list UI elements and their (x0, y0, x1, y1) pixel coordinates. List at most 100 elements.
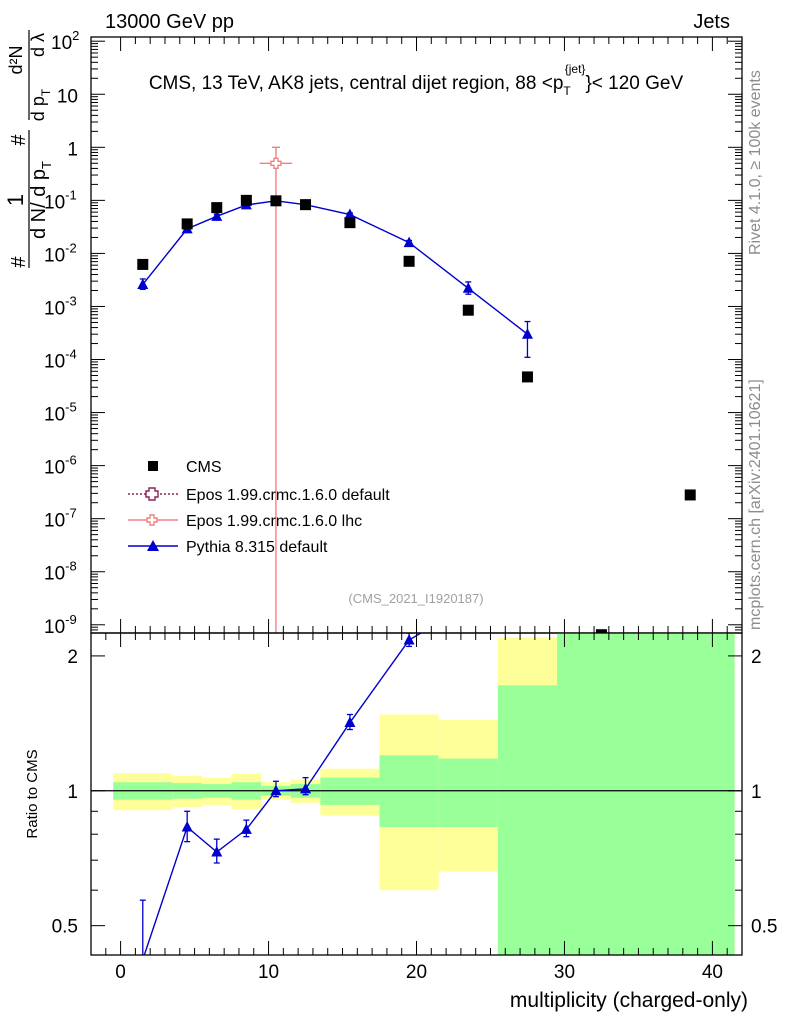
ratio-pythia-marker (211, 846, 223, 857)
pythia-marker (462, 282, 474, 293)
ylabel-dlam: d λ (28, 33, 48, 57)
ratio-pythia-marker (344, 716, 356, 728)
cms-marker (181, 218, 193, 230)
ratio-panel: 0.5 0.5 1 1 2 2 0 10 20 30 40 Ratio to CMS multip… (24, 632, 778, 1012)
cms-marker (211, 202, 223, 214)
ratio-pythia-marker (181, 821, 193, 832)
main-y-tick-label: 10-7 (44, 506, 77, 532)
header-left: 13000 GeV pp (105, 11, 234, 33)
ratio-x-axis: 0 10 20 30 40 (90, 633, 743, 983)
main-y-label: 1 # d N/ d pT # d²N d pT d λ (3, 30, 54, 268)
ylabel-dp-sub: T (39, 88, 53, 96)
ratio-pythia-marker (270, 784, 282, 796)
cms-marker (684, 489, 696, 501)
cms-marker (521, 371, 533, 383)
ratio-band-inner (557, 633, 735, 955)
pythia-marker (521, 328, 533, 339)
main-y-tick-mantissa: 10 (57, 86, 78, 107)
cms-marker (270, 195, 282, 207)
ratio-pythia-marker (300, 782, 312, 794)
main-y-tick-mantissa: 10 (44, 192, 65, 213)
main-y-tick-mantissa: 10 (44, 405, 65, 426)
cms-marker (300, 199, 312, 211)
main-y-tick-label: 1 (67, 139, 78, 160)
main-y-tick-mantissa: 10 (44, 617, 65, 638)
main-y-tick-exponent: -3 (65, 293, 77, 308)
main-y-tick-mantissa: 10 (44, 458, 65, 479)
legend-marker-epos-default (145, 487, 159, 501)
main-y-tick-label: 10-3 (44, 293, 77, 319)
mcplots-label: mcplots.cern.ch [arXiv:2401.10621] (747, 379, 764, 630)
rivet-label: Rivet 4.1.0, ≥ 100k events (747, 70, 764, 255)
title-sup: {jet} (565, 62, 586, 76)
ratio-bands (113, 633, 735, 955)
legend-marker-pythia (147, 540, 159, 551)
main-y-tick-exponent: -9 (65, 612, 77, 627)
analysis-watermark: (CMS_2021_I1920187) (348, 591, 483, 606)
ylabel-d2N: d²N (6, 45, 26, 74)
legend-label-cms: CMS (186, 459, 222, 476)
legend-marker-cms (148, 461, 158, 471)
ratio-x-tick-label: 30 (554, 962, 575, 983)
ratio-x-tick-label: 10 (258, 962, 279, 983)
title-sub: T (563, 84, 571, 98)
main-y-tick-label: 10-2 (44, 240, 77, 266)
main-y-tick-mantissa: 10 (44, 298, 65, 319)
cms-marker (240, 194, 252, 206)
chart-title: CMS, 13 TeV, AK8 jets, central dijet reg… (149, 62, 684, 98)
legend-label-pythia: Pythia 8.315 default (186, 539, 328, 556)
legend-entry-pythia: Pythia 8.315 default (128, 539, 328, 556)
main-y-tick-label: 10-1 (44, 187, 77, 213)
pythia-marker (211, 210, 223, 221)
ylabel-dp-text: d p (28, 96, 48, 121)
ylabel-one: 1 (3, 194, 28, 206)
legend: CMS Epos 1.99.crmc.1.6.0 default Epos 1.… (128, 459, 390, 556)
header-right: Jets (693, 11, 730, 33)
pythia-marker (403, 236, 415, 248)
pythia-line (142, 200, 528, 335)
ratio-x-tick-label: 20 (406, 962, 427, 983)
ylabel-hash1: # (8, 256, 30, 268)
main-y-tick-mantissa: 10 (51, 33, 72, 54)
main-y-tick-exponent: 2 (72, 28, 79, 43)
ratio-y-tick-label: 1 (67, 782, 78, 803)
ratio-y-axis: 0.5 0.5 1 1 2 2 (52, 647, 778, 938)
main-y-tick-exponent: -2 (65, 240, 77, 255)
ratio-x-tick-label: 0 (115, 962, 126, 983)
title-post: }< 120 GeV (585, 73, 683, 94)
main-y-tick-exponent: -7 (65, 506, 77, 521)
main-y-tick-mantissa: 10 (44, 511, 65, 532)
ratio-y-tick-label-right: 2 (751, 647, 762, 668)
ylabel-hash2: # (8, 134, 30, 146)
main-y-tick-exponent: -4 (65, 347, 77, 362)
title-pre: CMS, 13 TeV, AK8 jets, central dijet reg… (149, 73, 564, 94)
main-y-tick-mantissa: 10 (44, 352, 65, 373)
legend-entry-epos-default: Epos 1.99.crmc.1.6.0 default (128, 487, 390, 504)
main-y-tick-exponent: -8 (65, 559, 77, 574)
main-y-tick-label: 10-4 (44, 347, 77, 373)
cms-marker (344, 217, 356, 229)
main-y-tick-exponent: -1 (65, 187, 77, 202)
ratio-y-tick-label-right: 0.5 (751, 917, 777, 938)
main-y-tick-label: 10-8 (44, 559, 77, 585)
x-axis-label: multiplicity (charged-only) (510, 989, 748, 1012)
ylabel-dN: d N/ d pT (28, 161, 54, 239)
main-y-tick-exponent: -5 (65, 400, 77, 415)
main-y-tick-label: 10 (57, 86, 78, 107)
main-y-tick-mantissa: 10 (44, 245, 65, 266)
ratio-pythia-marker (240, 823, 252, 834)
epos-lhc-marker (270, 157, 282, 169)
main-y-tick-mantissa: 10 (44, 564, 65, 585)
legend-entry-cms: CMS (148, 459, 222, 476)
main-y-tick-label: 10-5 (44, 400, 77, 426)
ylabel-dN-sub: T (39, 161, 54, 169)
pythia-marker (344, 208, 356, 220)
main-y-tick-mantissa: 1 (67, 139, 78, 160)
ratio-y-label: Ratio to CMS (24, 749, 41, 838)
ratio-band-inner (438, 758, 498, 828)
ratio-pythia-marker (403, 634, 415, 645)
main-y-tick-label: 10-6 (44, 453, 77, 479)
main-y-tick-label: 102 (51, 28, 79, 54)
main-y-tick-exponent: -6 (65, 453, 77, 468)
